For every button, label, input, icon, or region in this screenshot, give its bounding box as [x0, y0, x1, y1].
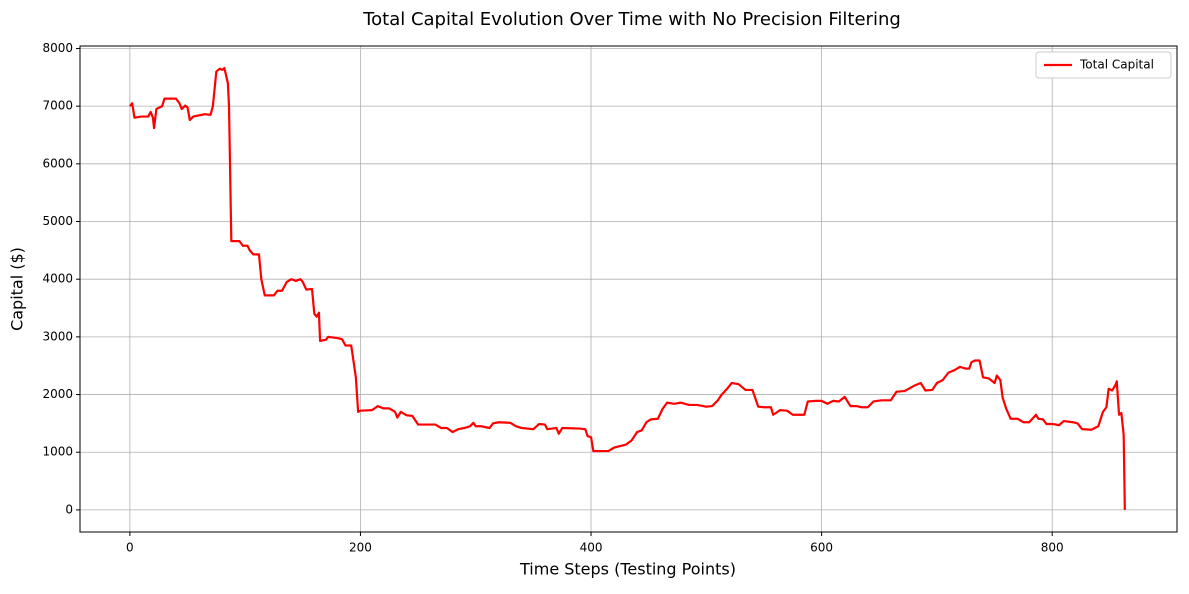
plot-frame — [79, 45, 1178, 533]
x-axis-label: Time Steps (Testing Points) — [519, 560, 736, 579]
y-tick-label: 6000 — [42, 156, 73, 170]
x-tick-label: 400 — [580, 541, 603, 555]
y-tick-label: 3000 — [42, 329, 73, 343]
y-tick-label: 5000 — [42, 214, 73, 228]
x-tick-label: 0 — [126, 541, 134, 555]
chart-title: Total Capital Evolution Over Time with N… — [362, 9, 901, 30]
y-tick-label: 0 — [65, 502, 73, 516]
x-tick-label: 800 — [1041, 541, 1064, 555]
y-tick-label: 7000 — [42, 99, 73, 113]
legend-box — [1035, 51, 1172, 79]
y-axis-label: Capital ($) — [8, 247, 27, 331]
y-tick-label: 2000 — [42, 387, 73, 401]
y-tick-label: 4000 — [42, 272, 73, 286]
y-tick-label: 8000 — [42, 41, 73, 55]
y-tick-label: 1000 — [42, 445, 73, 459]
data-line — [129, 66, 1126, 510]
x-tick-label: 600 — [810, 541, 833, 555]
x-tick-label: 200 — [349, 541, 372, 555]
legend-label: Total Capital — [1079, 58, 1154, 72]
